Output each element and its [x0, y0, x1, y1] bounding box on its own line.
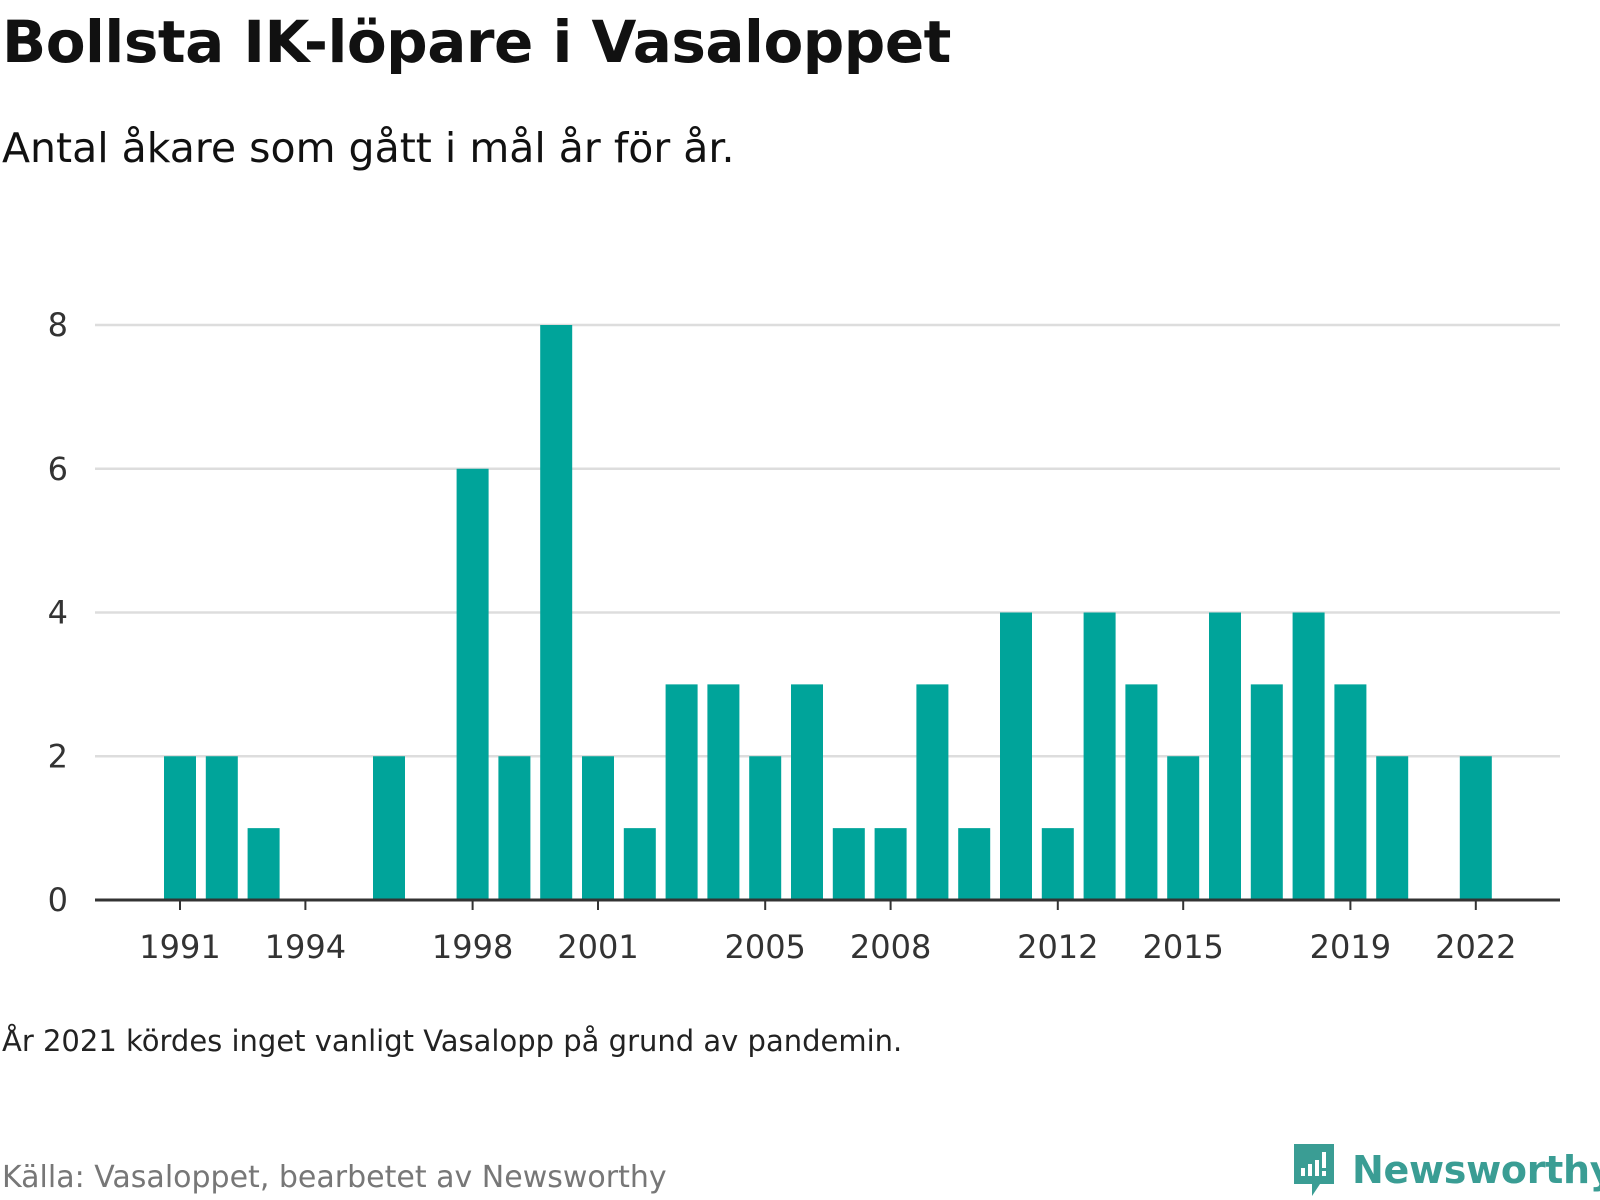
x-tick-label: 1991 — [139, 928, 220, 966]
x-tick-label: 2012 — [1017, 928, 1098, 966]
chart-subtitle: Antal åkare som gått i mål år för år. — [2, 124, 735, 172]
bar — [749, 756, 782, 900]
x-tick-label: 2008 — [850, 928, 931, 966]
x-axis: 1991 1994 1998 2001 2005 2008 2012 2015 2019 2022 — [95, 898, 1560, 966]
chart-title: Bollsta IK-löpare i Vasaloppet — [2, 8, 951, 76]
x-tick-label: 2022 — [1435, 928, 1516, 966]
y-tick-label: 0 — [48, 881, 68, 919]
bar — [1334, 684, 1367, 900]
x-tick-label: 2019 — [1310, 928, 1391, 966]
bar — [1250, 684, 1283, 900]
bar — [1083, 612, 1116, 900]
bar — [205, 756, 238, 900]
bar — [1125, 684, 1158, 900]
x-tick-label: 1994 — [265, 928, 346, 966]
bar — [958, 828, 991, 900]
bar — [582, 756, 614, 900]
y-tick-label: 4 — [48, 594, 68, 632]
bar — [623, 828, 656, 900]
bar — [832, 828, 865, 900]
bar — [874, 828, 907, 900]
bar — [791, 684, 823, 900]
bar — [1041, 828, 1074, 900]
bar — [540, 325, 573, 900]
brand-logo: Newsworthy — [1290, 1140, 1600, 1200]
x-tick-label: 2015 — [1142, 928, 1223, 966]
bar — [1000, 612, 1032, 900]
y-tick-label: 6 — [48, 450, 68, 488]
bar — [1292, 612, 1325, 900]
y-axis-labels: 0 2 4 6 8 — [48, 306, 68, 919]
bar — [373, 756, 405, 900]
bar — [1459, 756, 1492, 900]
bar — [916, 684, 949, 900]
bars — [164, 325, 1492, 900]
source-text: Källa: Vasaloppet, bearbetet av Newswort… — [2, 1160, 667, 1195]
bar — [164, 756, 196, 900]
x-tick-label: 2001 — [557, 928, 638, 966]
bar — [707, 684, 740, 900]
x-tick-label: 1998 — [432, 928, 513, 966]
bar — [1209, 612, 1241, 900]
chart-note: År 2021 kördes inget vanligt Vasalopp på… — [2, 1024, 903, 1058]
x-tick-label: 2005 — [724, 928, 805, 966]
bar — [498, 756, 531, 900]
bar — [1376, 756, 1409, 900]
bar — [665, 684, 698, 900]
bar-chart: 0 2 4 6 8 1991 1994 1998 2001 2005 2008 2012 2015 20… — [48, 306, 1560, 966]
bar — [456, 468, 489, 900]
bar — [1167, 756, 1200, 900]
y-tick-label: 2 — [48, 737, 68, 775]
y-tick-label: 8 — [48, 306, 68, 344]
bar — [247, 828, 280, 900]
brand-name: Newsworthy — [1352, 1148, 1600, 1192]
newsworthy-logo-icon — [1294, 1144, 1334, 1196]
